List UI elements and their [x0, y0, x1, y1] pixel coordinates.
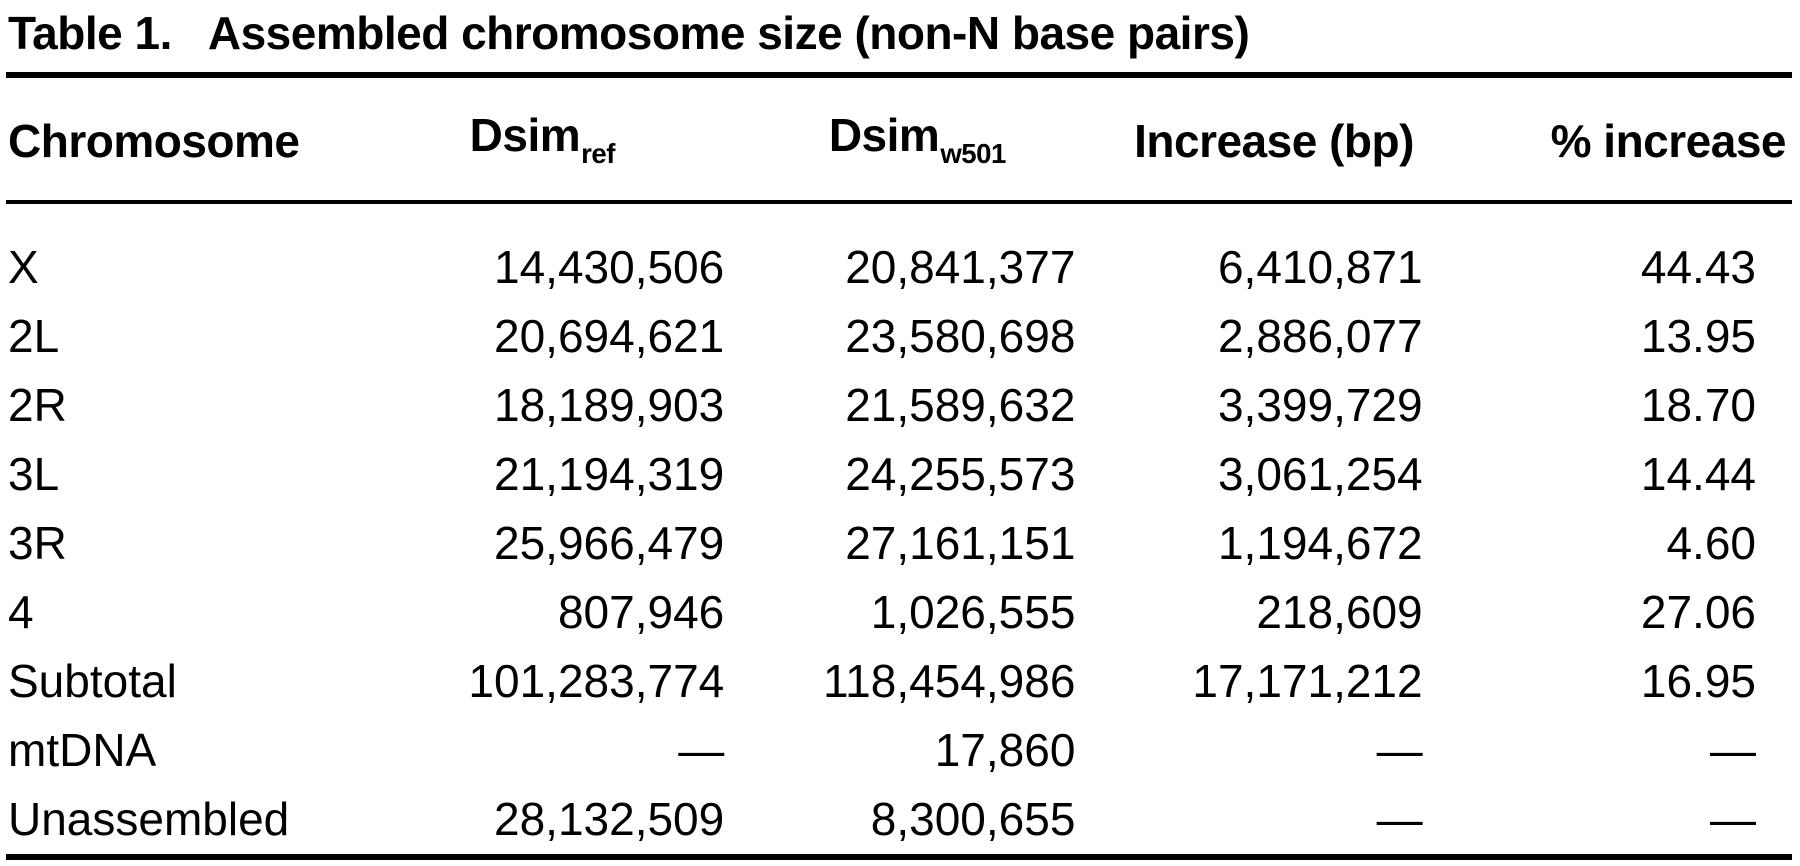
table-row: mtDNA — 17,860 — —: [6, 716, 1792, 785]
value-cell: 2,886,077: [1217, 310, 1423, 363]
value-cell: 13.95: [1640, 310, 1756, 363]
value-cell: 14.44: [1640, 448, 1756, 501]
table-row: Unassembled 28,132,509 8,300,655 — —: [6, 785, 1792, 857]
value-cell: 18.70: [1640, 379, 1756, 432]
dsim-ref-subscript: ref: [581, 138, 615, 170]
column-header-chromosome: Chromosome: [6, 75, 346, 205]
table-caption-label: Table 1.: [8, 7, 172, 59]
header-row: Chromosome Dsimref Dsimw501 Increase (bp…: [6, 75, 1792, 205]
value-cell: 20,841,377: [845, 241, 1076, 294]
value-cell: 25,966,479: [494, 517, 725, 570]
value-cell: 17,171,212: [1192, 655, 1423, 708]
value-cell: 21,589,632: [845, 379, 1076, 432]
chromosome-cell: 3L: [8, 448, 60, 501]
value-cell: 8,300,655: [870, 793, 1076, 846]
value-cell: 218,609: [1256, 586, 1423, 639]
chromosome-cell: Unassembled: [8, 793, 290, 846]
table-row: 2R 18,189,903 21,589,632 3,399,729 18.70: [6, 371, 1792, 440]
chromosome-cell: X: [8, 241, 39, 294]
value-cell: 16.95: [1640, 655, 1756, 708]
value-cell: 28,132,509: [494, 793, 725, 846]
value-cell: 23,580,698: [845, 310, 1076, 363]
value-cell: 1,026,555: [870, 586, 1076, 639]
table-row: 4 807,946 1,026,555 218,609 27.06: [6, 578, 1792, 647]
chromosome-cell: Subtotal: [8, 655, 177, 708]
chromosome-cell: mtDNA: [8, 724, 157, 777]
value-cell: 1,194,672: [1217, 517, 1423, 570]
dsim-w501-subscript: w501: [940, 138, 1006, 170]
table-row: Subtotal 101,283,774 118,454,986 17,171,212…: [6, 647, 1792, 716]
value-cell: 17,860: [934, 724, 1076, 777]
chromosome-cell: 2L: [8, 310, 60, 363]
chromosome-cell: 3R: [8, 517, 67, 570]
value-cell: 24,255,573: [845, 448, 1076, 501]
dsim-ref-main: Dsim: [469, 109, 581, 161]
value-cell: —: [678, 724, 725, 777]
value-cell: —: [1376, 724, 1423, 777]
value-cell: —: [1710, 793, 1756, 846]
column-header-increase-bp: Increase (bp): [1095, 75, 1453, 205]
value-cell: 27.06: [1640, 586, 1756, 639]
column-header-dsim-ref: Dsimref: [345, 75, 739, 205]
dsim-w501-main: Dsim: [828, 109, 940, 161]
value-cell: 807,946: [557, 586, 725, 639]
table-row: X 14,430,506 20,841,377 6,410,871 44.43: [6, 202, 1792, 302]
value-cell: 3,399,729: [1217, 379, 1423, 432]
column-header-dsim-w501: Dsimw501: [738, 75, 1096, 205]
chromosome-cell: 4: [8, 586, 34, 639]
value-cell: 4.60: [1666, 517, 1756, 570]
value-cell: 27,161,151: [845, 517, 1076, 570]
value-cell: —: [1376, 793, 1423, 846]
value-cell: 18,189,903: [494, 379, 725, 432]
chromosome-cell: 2R: [8, 379, 67, 432]
table-caption: Table 1. Assembled chromosome size (non-N…: [6, 4, 1792, 72]
table-row: 3L 21,194,319 24,255,573 3,061,254 14.44: [6, 440, 1792, 509]
value-cell: 20,694,621: [494, 310, 725, 363]
table-row: 3R 25,966,479 27,161,151 1,194,672 4.60: [6, 509, 1792, 578]
table-row: 2L 20,694,621 23,580,698 2,886,077 13.95: [6, 302, 1792, 371]
value-cell: 118,454,986: [823, 655, 1076, 708]
column-header-percent-increase: % increase: [1452, 75, 1792, 205]
table-header: Chromosome Dsimref Dsimw501 Increase (bp…: [6, 75, 1792, 205]
value-cell: 44.43: [1640, 241, 1756, 294]
table-caption-title: Assembled chromosome size (non-N base pa…: [207, 7, 1250, 59]
value-cell: 101,283,774: [468, 655, 725, 708]
value-cell: 14,430,506: [494, 241, 725, 294]
value-cell: —: [1710, 724, 1756, 777]
value-cell: 3,061,254: [1217, 448, 1423, 501]
value-cell: 21,194,319: [494, 448, 725, 501]
value-cell: 6,410,871: [1217, 241, 1423, 294]
data-table: Chromosome Dsimref Dsimw501 Increase (bp…: [6, 72, 1792, 861]
table-body: X 14,430,506 20,841,377 6,410,871 44.43 2L 20,…: [6, 202, 1792, 857]
